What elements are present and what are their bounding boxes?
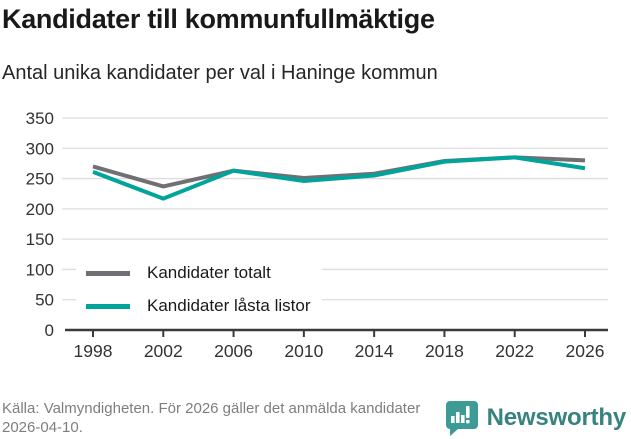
svg-text:2022: 2022 <box>495 341 534 361</box>
svg-text:200: 200 <box>26 200 54 219</box>
bar-chart-glyph <box>450 406 470 424</box>
svg-text:2026: 2026 <box>566 341 605 361</box>
legend-swatch-lasta-listor <box>86 303 130 309</box>
line-chart: 0 50 100 150 200 250 300 350 1998 2002 2006 2010 201… <box>26 109 608 361</box>
x-axis: 1998 2002 2006 2010 2014 2018 2022 2026 <box>65 328 608 361</box>
svg-text:2006: 2006 <box>214 341 253 361</box>
svg-text:2010: 2010 <box>284 341 323 361</box>
series-line-1 <box>92 155 586 201</box>
legend-label-lasta-listor: Kandidater låsta listor <box>147 296 311 315</box>
svg-text:2002: 2002 <box>144 341 183 361</box>
brand-logo: Newsworthy <box>443 399 626 437</box>
svg-text:350: 350 <box>26 109 54 128</box>
y-axis-labels: 0 50 100 150 200 250 300 350 <box>26 109 54 340</box>
svg-text:150: 150 <box>26 230 54 249</box>
legend-item-totalt: Kandidater totalt <box>76 260 323 286</box>
svg-text:100: 100 <box>26 260 54 279</box>
svg-text:300: 300 <box>26 139 54 158</box>
svg-text:250: 250 <box>26 170 54 189</box>
svg-text:2014: 2014 <box>355 341 394 361</box>
brand-name: Newsworthy <box>486 404 627 431</box>
source-note: Källa: Valmyndigheten. För 2026 gäller d… <box>2 400 421 436</box>
legend-swatch-totalt <box>86 270 130 276</box>
chart-area: 0 50 100 150 200 250 300 350 1998 2002 2006 2010 201… <box>0 100 631 370</box>
svg-text:1998: 1998 <box>74 341 113 361</box>
svg-text:50: 50 <box>35 291 54 310</box>
svg-text:2018: 2018 <box>425 341 464 361</box>
chart-subtitle: Antal unika kandidater per val i Haninge… <box>2 62 438 84</box>
series-line-0 <box>92 155 586 189</box>
chart-legend: Kandidater totalt Kandidater låsta listo… <box>76 260 323 319</box>
legend-item-lasta-listor: Kandidater låsta listor <box>76 293 323 319</box>
newsworthy-icon <box>445 401 478 436</box>
svg-text:0: 0 <box>45 321 54 340</box>
page-title: Kandidater till kommunfullmäktige <box>2 4 435 34</box>
legend-label-totalt: Kandidater totalt <box>147 263 271 282</box>
